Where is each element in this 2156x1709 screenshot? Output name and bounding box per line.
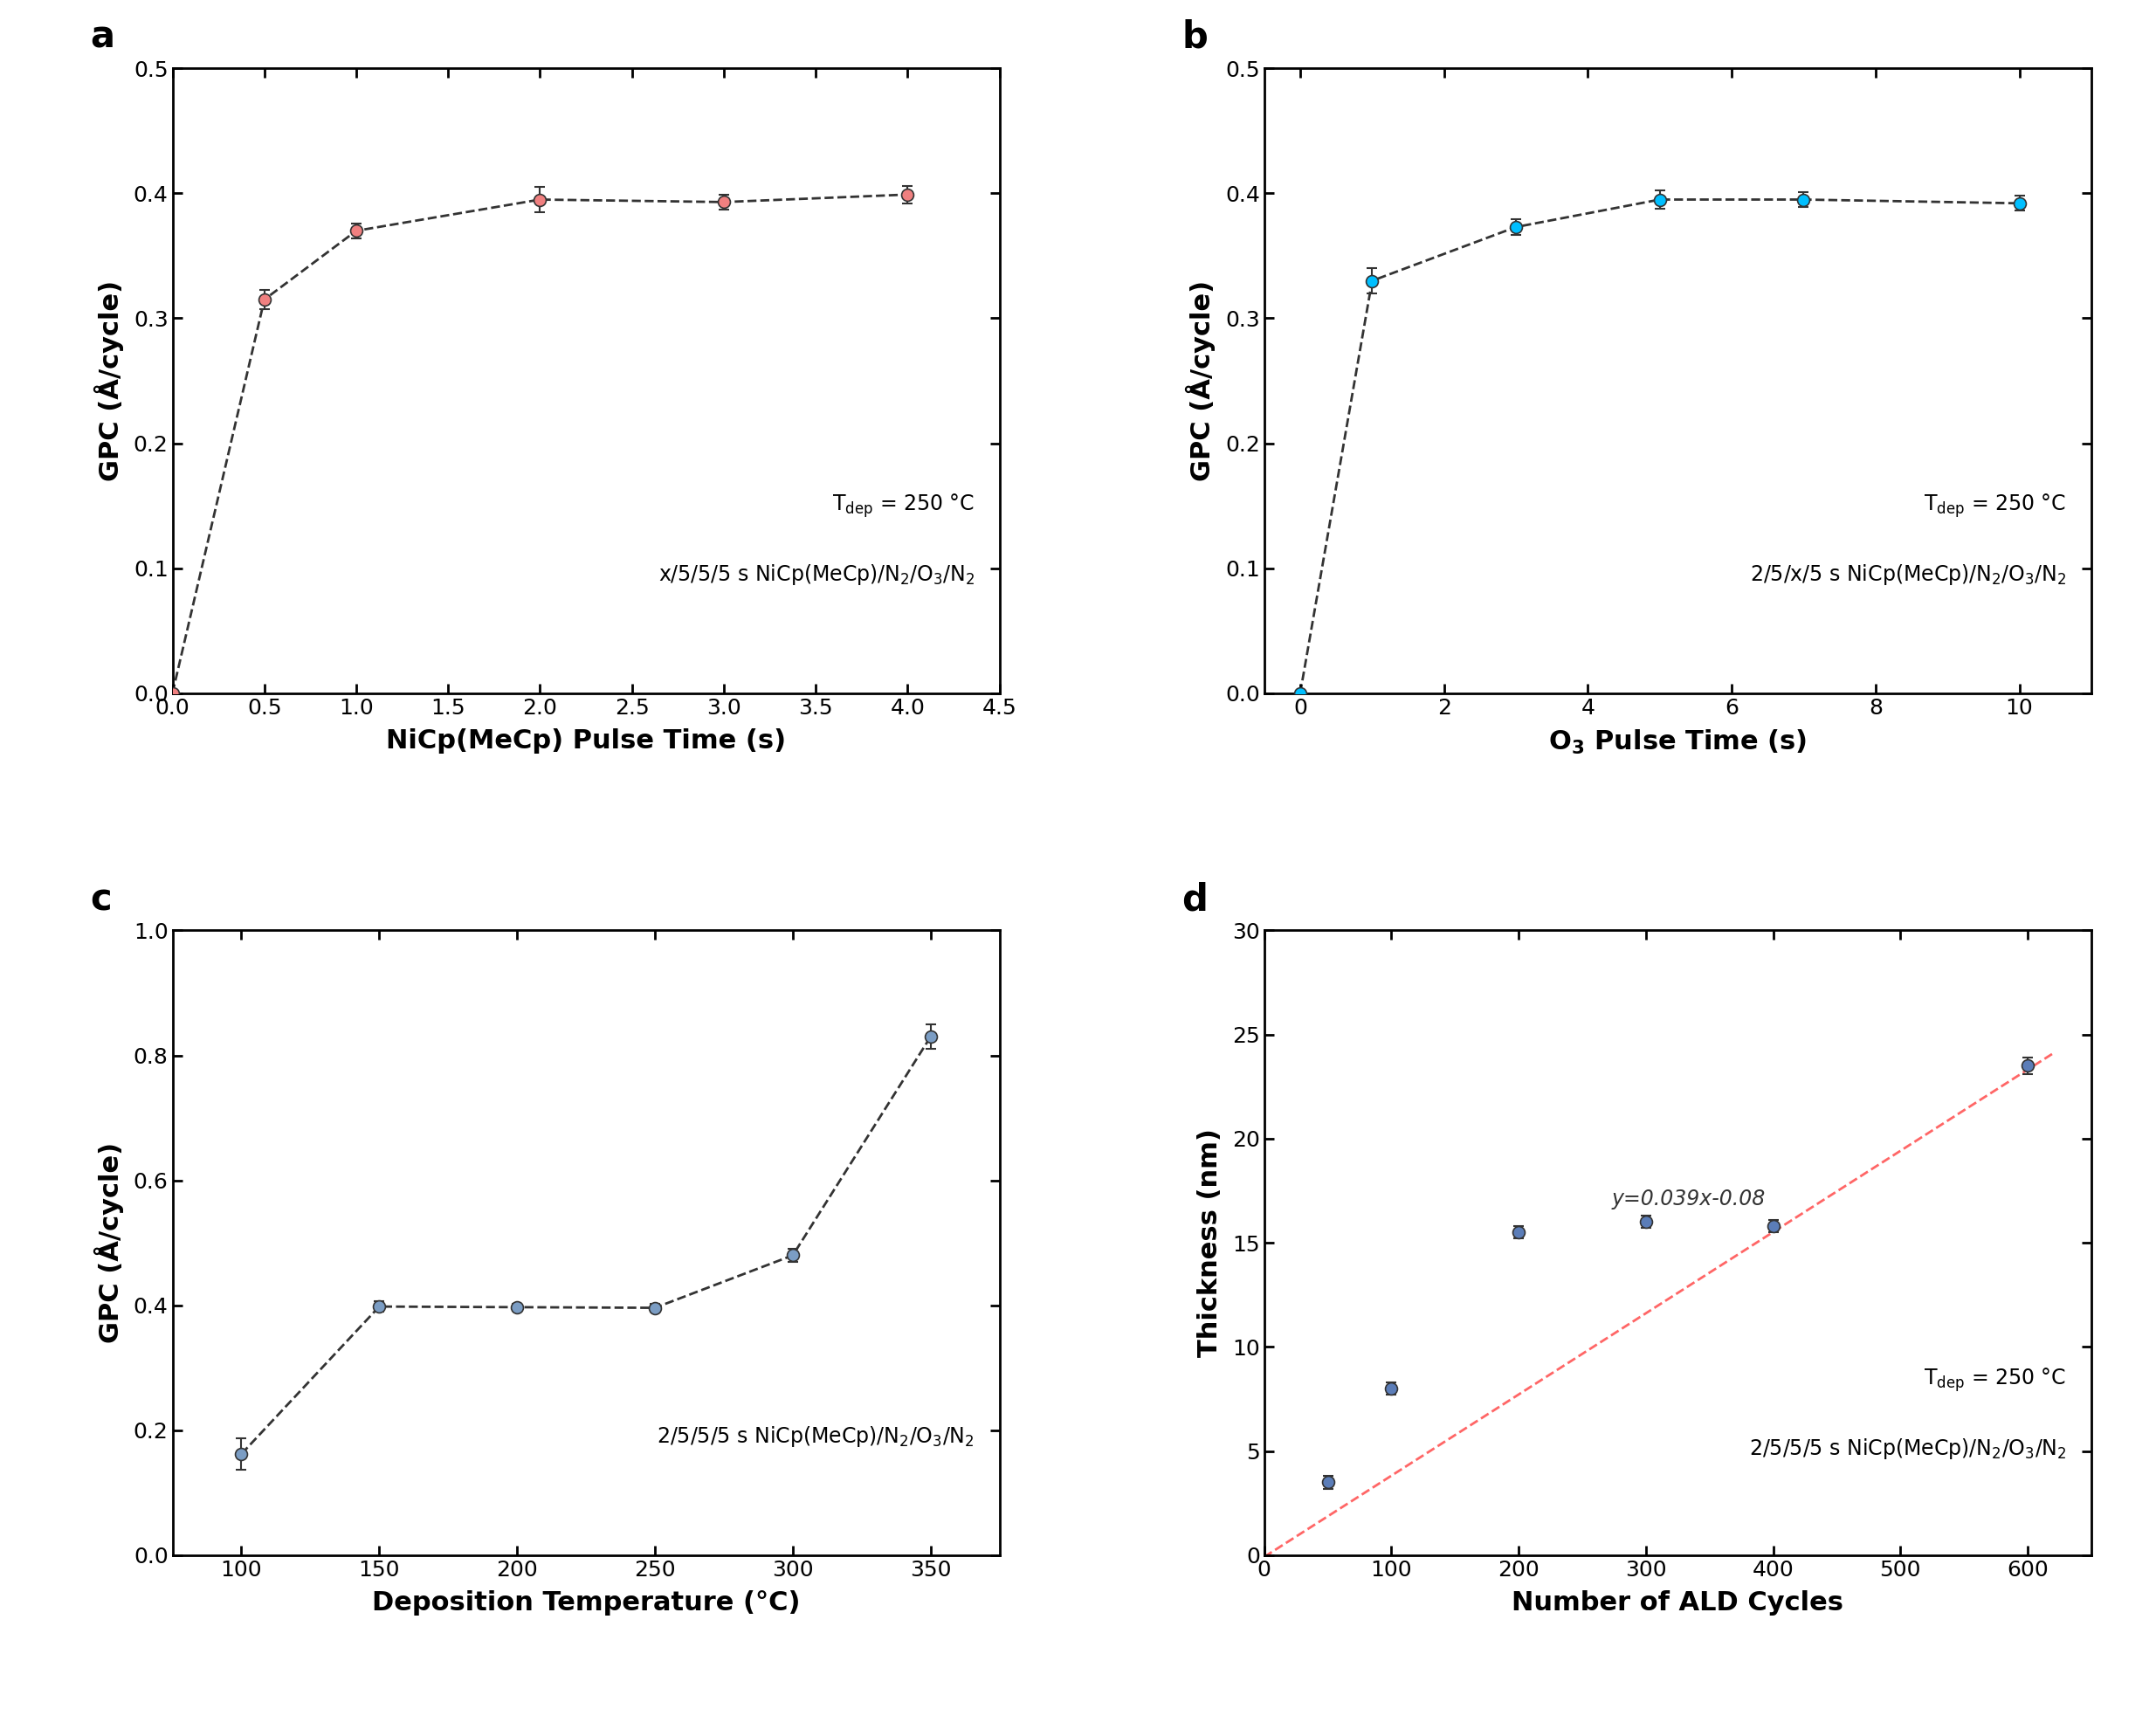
Text: 2/5/5/5 s NiCp(MeCp)/N$_{\mathregular{2}}$/O$_{\mathregular{3}}$/N$_{\mathregula: 2/5/5/5 s NiCp(MeCp)/N$_{\mathregular{2}… <box>658 1424 975 1449</box>
Text: T$_{\mathregular{dep}}$ = 250 °C: T$_{\mathregular{dep}}$ = 250 °C <box>1923 492 2065 520</box>
Y-axis label: GPC (Å/cycle): GPC (Å/cycle) <box>95 280 123 482</box>
Text: x/5/5/5 s NiCp(MeCp)/N$_{\mathregular{2}}$/O$_{\mathregular{3}}$/N$_{\mathregula: x/5/5/5 s NiCp(MeCp)/N$_{\mathregular{2}… <box>658 562 975 586</box>
Text: d: d <box>1181 882 1207 918</box>
X-axis label: Deposition Temperature (°C): Deposition Temperature (°C) <box>371 1589 800 1615</box>
Text: T$_{\mathregular{dep}}$ = 250 °C: T$_{\mathregular{dep}}$ = 250 °C <box>832 492 975 520</box>
Text: 2/5/x/5 s NiCp(MeCp)/N$_{\mathregular{2}}$/O$_{\mathregular{3}}$/N$_{\mathregula: 2/5/x/5 s NiCp(MeCp)/N$_{\mathregular{2}… <box>1751 562 2065 586</box>
X-axis label: NiCp(MeCp) Pulse Time (s): NiCp(MeCp) Pulse Time (s) <box>386 728 787 754</box>
Text: c: c <box>91 882 112 918</box>
Text: 2/5/5/5 s NiCp(MeCp)/N$_{\mathregular{2}}$/O$_{\mathregular{3}}$/N$_{\mathregula: 2/5/5/5 s NiCp(MeCp)/N$_{\mathregular{2}… <box>1749 1437 2065 1461</box>
Text: T$_{\mathregular{dep}}$ = 250 °C: T$_{\mathregular{dep}}$ = 250 °C <box>1923 1367 2065 1395</box>
Text: a: a <box>91 19 114 56</box>
Text: y=0.039x-0.08: y=0.039x-0.08 <box>1613 1189 1766 1210</box>
X-axis label: O$_{\mathregular{3}}$ Pulse Time (s): O$_{\mathregular{3}}$ Pulse Time (s) <box>1548 728 1807 755</box>
Y-axis label: GPC (Å/cycle): GPC (Å/cycle) <box>1186 280 1216 482</box>
Y-axis label: Thickness (nm): Thickness (nm) <box>1197 1128 1222 1357</box>
X-axis label: Number of ALD Cycles: Number of ALD Cycles <box>1511 1589 1843 1615</box>
Y-axis label: GPC (Å/cycle): GPC (Å/cycle) <box>95 1142 123 1343</box>
Text: b: b <box>1181 19 1207 56</box>
